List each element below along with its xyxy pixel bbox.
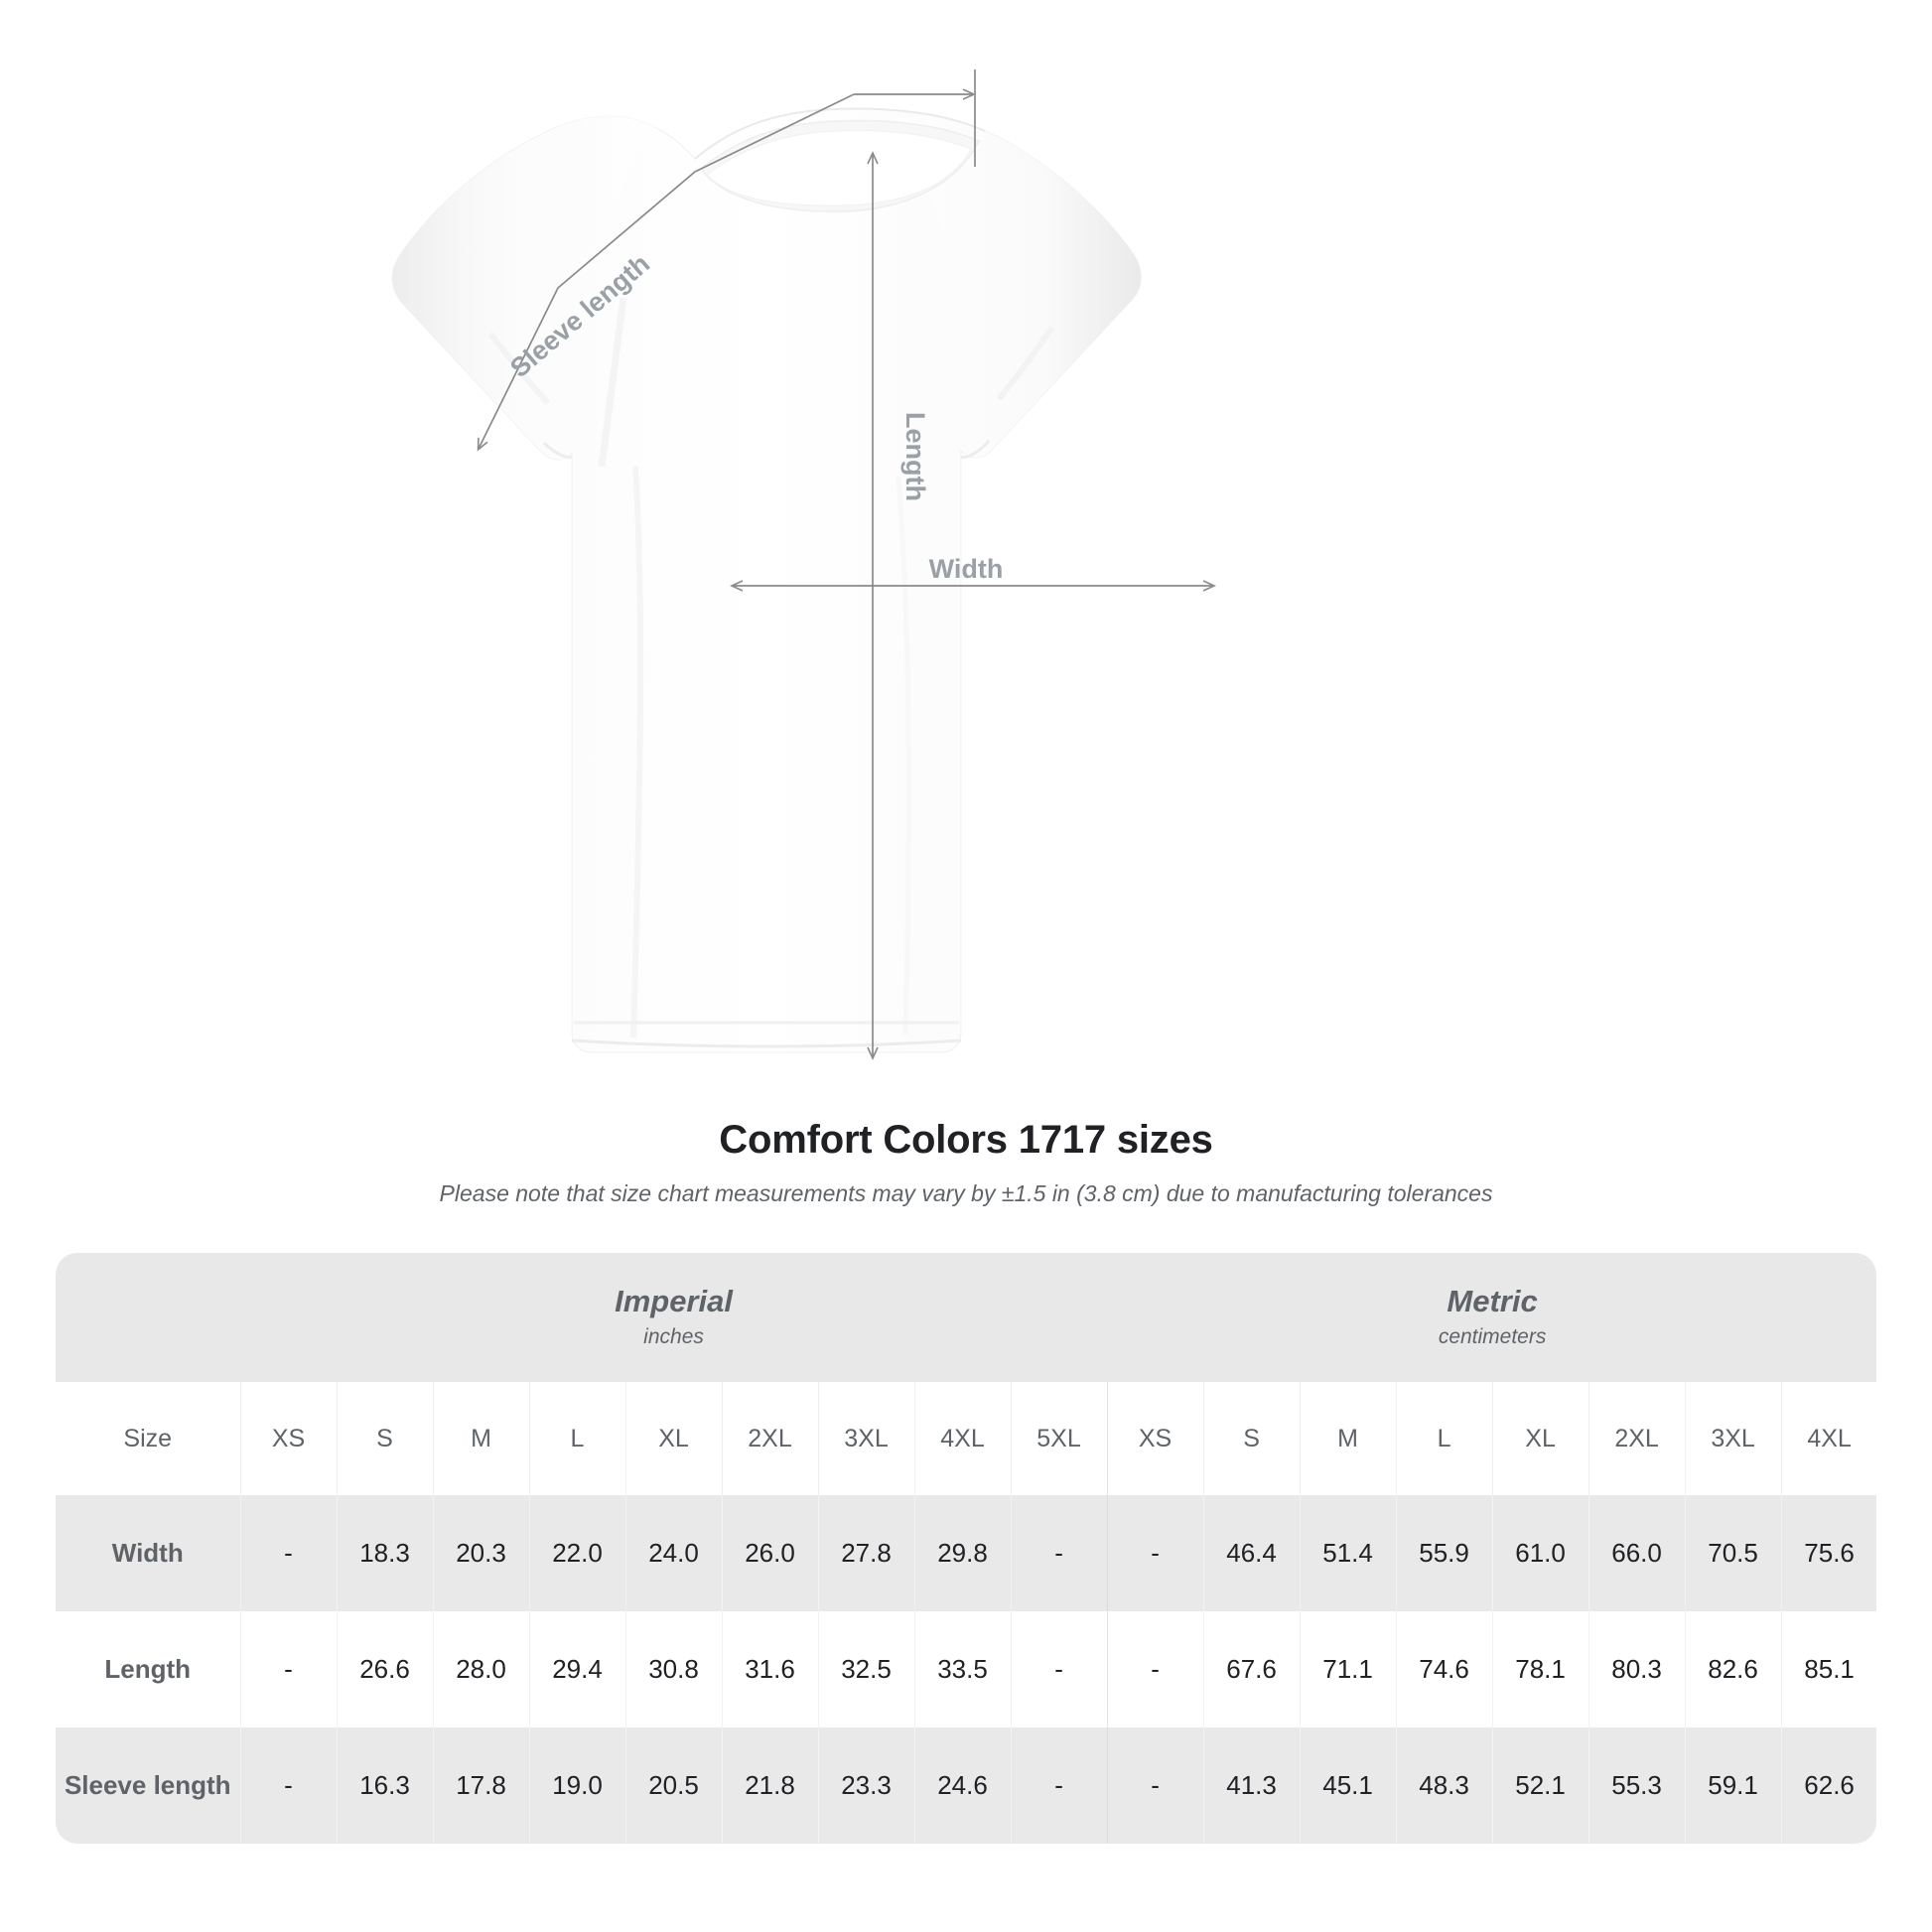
cell-width-imperial-l: 22.0 [528,1495,625,1611]
unit-name-metric: Metric [1447,1283,1538,1318]
table-row: Sleeve length - 16.3 17.8 19.0 20.5 21.8… [56,1727,1876,1844]
size-header-label: Size [56,1382,240,1495]
cell-width-imperial-2xl: 26.0 [721,1495,818,1611]
size-header-metric-s: S [1202,1382,1301,1495]
size-header-row: Size XS S M L XL 2XL 3XL 4XL 5XL XS S M … [56,1382,1876,1495]
cell-length-metric-3xl: 82.6 [1684,1611,1782,1727]
size-header-metric-xl: XL [1491,1382,1589,1495]
size-header-metric-xs: XS [1106,1382,1204,1495]
unit-header-spacer [56,1253,240,1382]
row-label-sleeve-length: Sleeve length [56,1727,240,1844]
cell-sleeve-imperial-m: 17.8 [432,1727,529,1844]
cell-width-imperial-xl: 24.0 [624,1495,722,1611]
row-label-length: Length [56,1611,240,1727]
cell-length-imperial-5xl: - [1010,1611,1108,1727]
cell-length-imperial-xs: - [239,1611,337,1727]
cell-sleeve-imperial-3xl: 23.3 [817,1727,914,1844]
size-header-imperial-xl: XL [624,1382,722,1495]
size-header-imperial-2xl: 2XL [721,1382,818,1495]
cell-sleeve-metric-s: 41.3 [1202,1727,1301,1844]
cell-sleeve-metric-m: 45.1 [1299,1727,1397,1844]
length-label: Length [900,412,930,501]
size-header-metric-3xl: 3XL [1684,1382,1782,1495]
unit-header-row: Imperial inches Metric centimeters [56,1253,1876,1382]
table-row: Length - 26.6 28.0 29.4 30.8 31.6 32.5 3… [56,1611,1876,1727]
cell-width-metric-l: 55.9 [1395,1495,1493,1611]
cell-width-metric-s: 46.4 [1202,1495,1301,1611]
cell-width-imperial-3xl: 27.8 [817,1495,914,1611]
sleeve-length-guide [477,69,976,452]
size-header-imperial-5xl: 5XL [1010,1382,1108,1495]
unit-header-imperial: Imperial inches [240,1253,1108,1382]
cell-sleeve-imperial-xs: - [239,1727,337,1844]
cell-sleeve-metric-l: 48.3 [1395,1727,1493,1844]
cell-length-imperial-m: 28.0 [432,1611,529,1727]
size-header-metric-4xl: 4XL [1780,1382,1876,1495]
unit-sub-metric: centimeters [1438,1324,1547,1348]
cell-width-metric-2xl: 66.0 [1587,1495,1686,1611]
unit-name-imperial: Imperial [615,1283,733,1318]
size-header-imperial-4xl: 4XL [913,1382,1011,1495]
cell-sleeve-metric-2xl: 55.3 [1587,1727,1686,1844]
size-header-metric-l: L [1395,1382,1493,1495]
cell-length-imperial-xl: 30.8 [624,1611,722,1727]
cell-width-metric-xl: 61.0 [1491,1495,1589,1611]
cell-width-metric-m: 51.4 [1299,1495,1397,1611]
cell-length-metric-4xl: 85.1 [1780,1611,1876,1727]
cell-length-metric-l: 74.6 [1395,1611,1493,1727]
cell-length-imperial-3xl: 32.5 [817,1611,914,1727]
cell-sleeve-metric-xs: - [1106,1727,1204,1844]
size-header-imperial-3xl: 3XL [817,1382,914,1495]
cell-sleeve-imperial-2xl: 21.8 [721,1727,818,1844]
size-chart-table: Imperial inches Metric centimeters Size … [56,1253,1876,1844]
cell-sleeve-imperial-xl: 20.5 [624,1727,722,1844]
tshirt-illustration [391,107,1142,1053]
cell-length-metric-xl: 78.1 [1491,1611,1589,1727]
measurement-guides [477,69,1216,1060]
cell-width-imperial-4xl: 29.8 [913,1495,1011,1611]
cell-length-imperial-l: 29.4 [528,1611,625,1727]
cell-sleeve-imperial-4xl: 24.6 [913,1727,1011,1844]
size-header-imperial-l: L [528,1382,625,1495]
cell-sleeve-metric-xl: 52.1 [1491,1727,1589,1844]
cell-sleeve-imperial-5xl: - [1010,1727,1108,1844]
cell-length-imperial-4xl: 33.5 [913,1611,1011,1727]
cell-width-metric-xs: - [1106,1495,1204,1611]
size-header-metric-m: M [1299,1382,1397,1495]
cell-length-metric-2xl: 80.3 [1587,1611,1686,1727]
size-chart-table-wrapper: Imperial inches Metric centimeters Size … [56,1253,1876,1844]
cell-length-metric-m: 71.1 [1299,1611,1397,1727]
row-label-width: Width [56,1495,240,1611]
cell-width-metric-3xl: 70.5 [1684,1495,1782,1611]
table-row: Width - 18.3 20.3 22.0 24.0 26.0 27.8 29… [56,1495,1876,1611]
cell-width-imperial-5xl: - [1010,1495,1108,1611]
page-title: Comfort Colors 1717 sizes [719,1118,1213,1162]
size-header-metric-2xl: 2XL [1587,1382,1686,1495]
tshirt-measurement-diagram: Sleeve length Length Width [391,69,1216,1060]
cell-width-imperial-m: 20.3 [432,1495,529,1611]
title-block: Comfort Colors 1717 sizes Please note th… [0,1118,1932,1207]
size-header-imperial-m: M [432,1382,529,1495]
cell-width-imperial-s: 18.3 [336,1495,433,1611]
cell-sleeve-imperial-s: 16.3 [336,1727,433,1844]
cell-sleeve-imperial-l: 19.0 [528,1727,625,1844]
cell-sleeve-metric-4xl: 62.6 [1780,1727,1876,1844]
cell-length-metric-xs: - [1106,1611,1204,1727]
unit-sub-imperial: inches [643,1324,704,1348]
cell-width-imperial-xs: - [239,1495,337,1611]
cell-length-imperial-s: 26.6 [336,1611,433,1727]
size-header-imperial-xs: XS [239,1382,337,1495]
cell-length-imperial-2xl: 31.6 [721,1611,818,1727]
cell-width-metric-4xl: 75.6 [1780,1495,1876,1611]
cell-sleeve-metric-3xl: 59.1 [1684,1727,1782,1844]
width-label: Width [929,554,1004,584]
size-header-imperial-s: S [336,1382,433,1495]
cell-length-metric-s: 67.6 [1202,1611,1301,1727]
tolerance-note: Please note that size chart measurements… [439,1180,1493,1206]
unit-header-metric: Metric centimeters [1107,1253,1876,1382]
